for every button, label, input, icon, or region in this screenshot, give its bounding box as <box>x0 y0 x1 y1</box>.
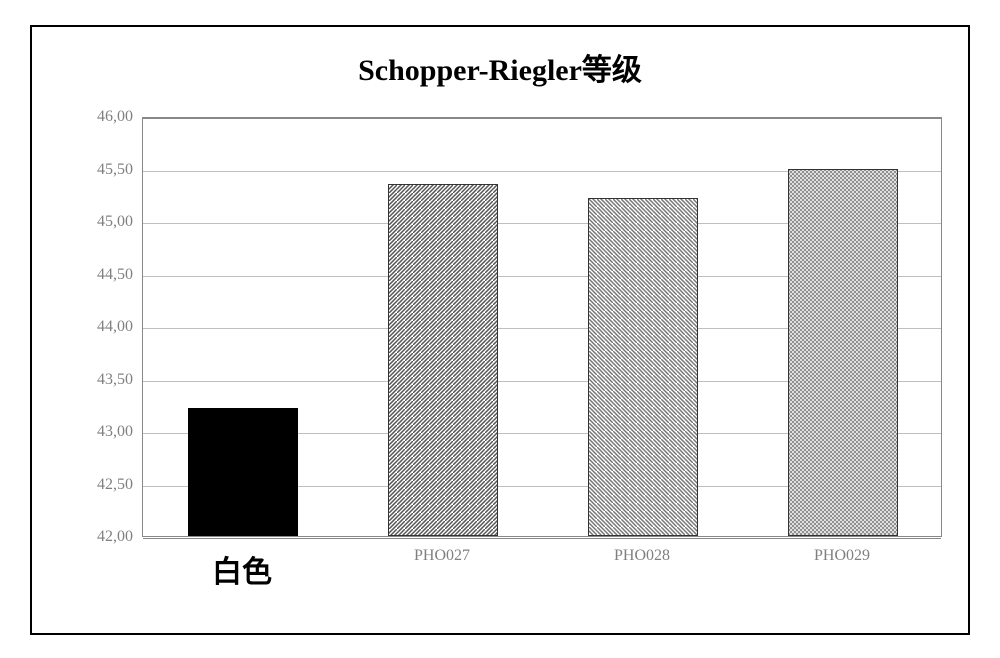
plot-area <box>142 117 942 537</box>
y-axis-label: 42,50 <box>63 476 133 494</box>
y-axis-label: 45,50 <box>63 161 133 179</box>
bar <box>188 408 298 536</box>
bar <box>588 198 698 536</box>
y-axis-label: 44,50 <box>63 266 133 284</box>
y-axis-label: 42,00 <box>63 528 133 546</box>
grid-line <box>143 538 941 539</box>
y-axis-label: 45,00 <box>63 213 133 231</box>
x-axis-label: PHO029 <box>814 547 870 565</box>
y-axis-label: 43,50 <box>63 371 133 389</box>
y-axis-label: 46,00 <box>63 108 133 126</box>
bar <box>388 184 498 536</box>
x-axis-label: 白色 <box>212 547 272 591</box>
x-axis-label: PHO028 <box>614 547 670 565</box>
x-axis-label: PHO027 <box>414 547 470 565</box>
y-axis-label: 43,00 <box>63 423 133 441</box>
chart-frame: Schopper-Riegler等级 42,00 42,50 43,00 43,50 4… <box>30 25 970 635</box>
y-axis-label: 44,00 <box>63 318 133 336</box>
bar <box>788 169 898 537</box>
grid-line <box>143 118 941 119</box>
chart-title: Schopper-Riegler等级 <box>32 27 968 99</box>
